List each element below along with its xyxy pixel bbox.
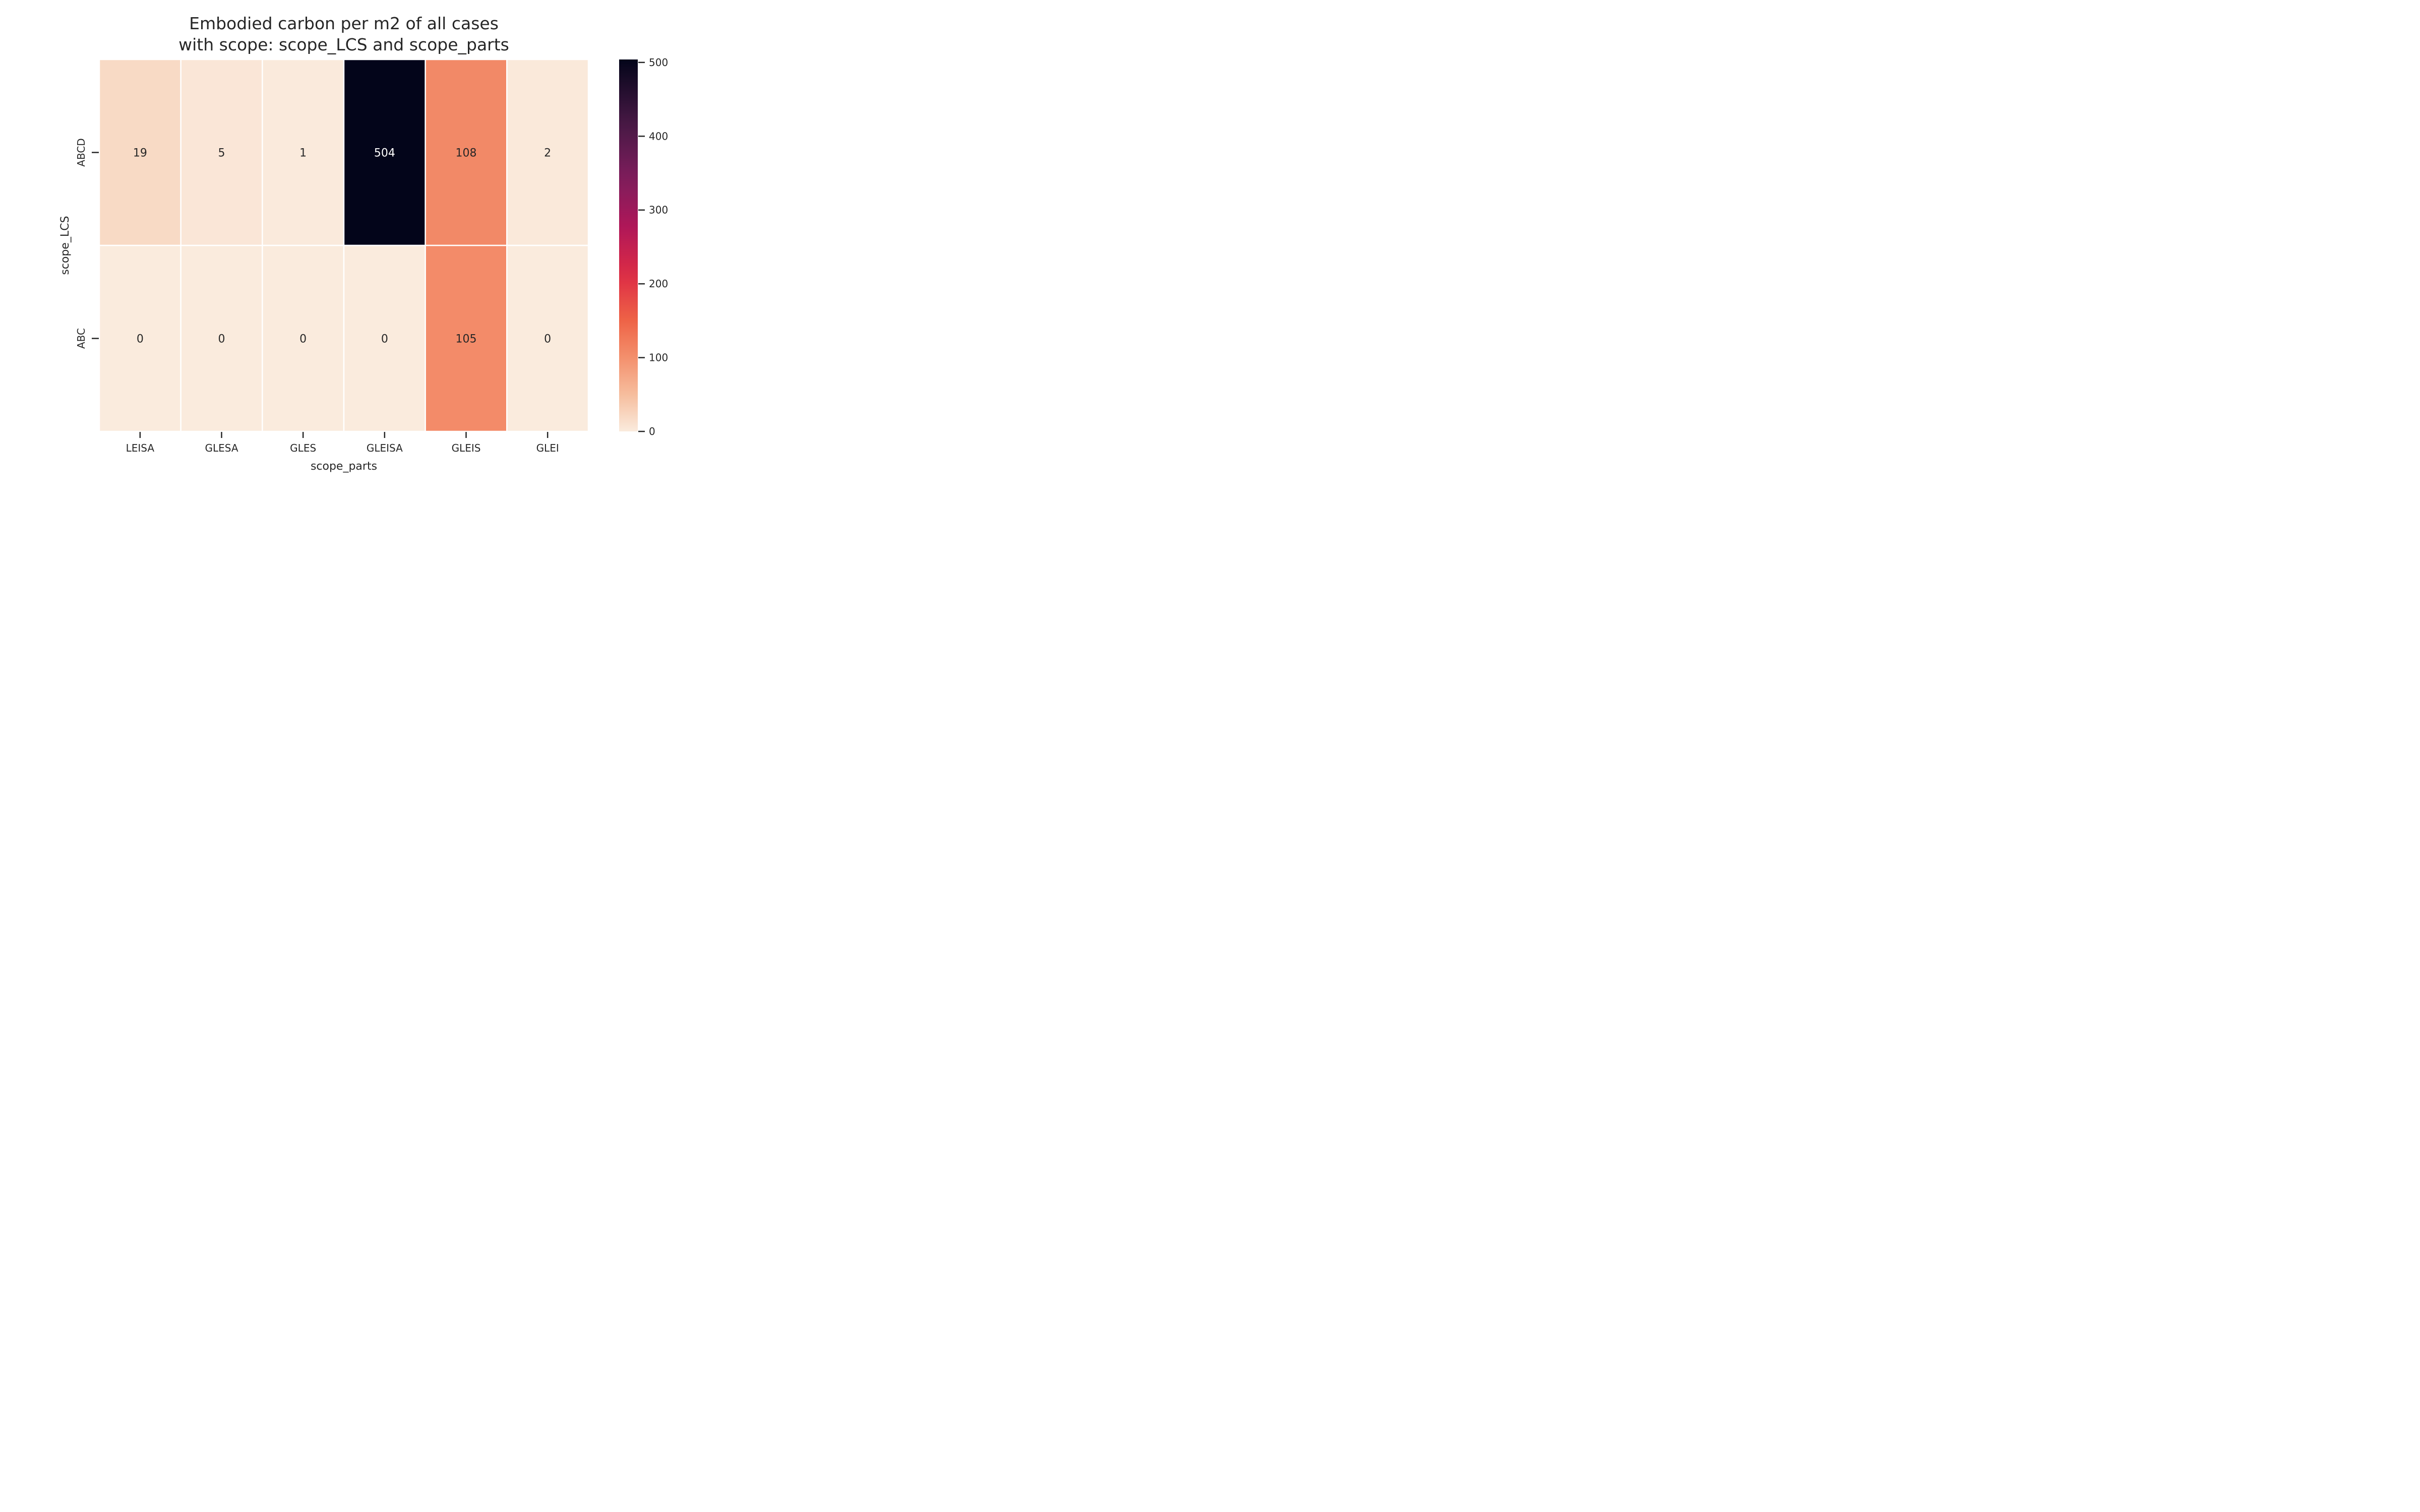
heatmap-cell bbox=[506, 58, 589, 246]
colorbar-tick-label: 0 bbox=[649, 425, 655, 437]
x-tick-label: LEISA bbox=[126, 442, 155, 454]
heatmap-cell bbox=[343, 58, 426, 246]
colorbar-tick-label: 300 bbox=[649, 204, 668, 216]
colorbar-tick-label: 200 bbox=[649, 278, 668, 290]
x-tick-label: GLES bbox=[290, 442, 316, 454]
heatmap-cell bbox=[343, 244, 426, 432]
y-axis-label: scope_LCS bbox=[59, 216, 72, 275]
cell-value-label: 5 bbox=[218, 147, 225, 160]
cell-value-label: 108 bbox=[456, 147, 477, 160]
cell-value-label: 105 bbox=[456, 333, 477, 346]
x-axis-label: scope_parts bbox=[311, 460, 377, 473]
cell-value-label: 19 bbox=[133, 147, 147, 160]
heatmap-cell bbox=[180, 244, 263, 432]
heatmap-cell bbox=[506, 244, 589, 432]
x-tick-label: GLEI bbox=[536, 442, 559, 454]
heatmap-cell bbox=[180, 58, 263, 246]
cell-value-label: 0 bbox=[299, 333, 307, 346]
x-tick-label: GLEIS bbox=[452, 442, 481, 454]
colorbar-tick-label: 400 bbox=[649, 130, 668, 142]
x-axis-ticks: LEISA GLESA GLES GLEISA GLEIS GLEI bbox=[126, 432, 559, 454]
heatmap-cells bbox=[98, 58, 589, 432]
cell-value-label: 0 bbox=[137, 333, 144, 346]
heatmap-cell bbox=[98, 244, 182, 432]
y-tick-label: ABCD bbox=[75, 138, 87, 166]
heatmap-cell bbox=[425, 58, 508, 246]
cell-value-label: 2 bbox=[544, 147, 551, 160]
heatmap-cell bbox=[98, 58, 182, 246]
colorbar-ticks: 0 100 200 300 400 500 bbox=[638, 56, 668, 437]
colorbar: 0 100 200 300 400 500 bbox=[619, 56, 668, 437]
cell-value-label: 0 bbox=[218, 333, 225, 346]
y-tick-label: ABC bbox=[75, 328, 87, 349]
chart-title-line-1: Embodied carbon per m2 of all cases bbox=[189, 14, 499, 33]
cell-value-label: 0 bbox=[381, 333, 388, 346]
y-axis-ticks: ABCD ABC bbox=[75, 138, 99, 349]
cell-value-label: 504 bbox=[374, 147, 395, 160]
chart-title-line-2: with scope: scope_LCS and scope_parts bbox=[178, 35, 509, 54]
cell-value-label: 1 bbox=[299, 147, 307, 160]
heatmap-cell-labels: 19 5 1 504 108 2 0 0 0 0 105 0 bbox=[133, 147, 551, 346]
colorbar-gradient bbox=[619, 59, 638, 431]
heatmap-cell bbox=[262, 58, 345, 246]
colorbar-tick-label: 500 bbox=[649, 56, 668, 69]
heatmap-cell bbox=[262, 244, 345, 432]
colorbar-tick-label: 100 bbox=[649, 352, 668, 364]
x-tick-label: GLEISA bbox=[367, 442, 403, 454]
cell-value-label: 0 bbox=[544, 333, 551, 346]
heatmap-chart: Embodied carbon per m2 of all cases with… bbox=[59, 14, 668, 473]
x-tick-label: GLESA bbox=[205, 442, 238, 454]
